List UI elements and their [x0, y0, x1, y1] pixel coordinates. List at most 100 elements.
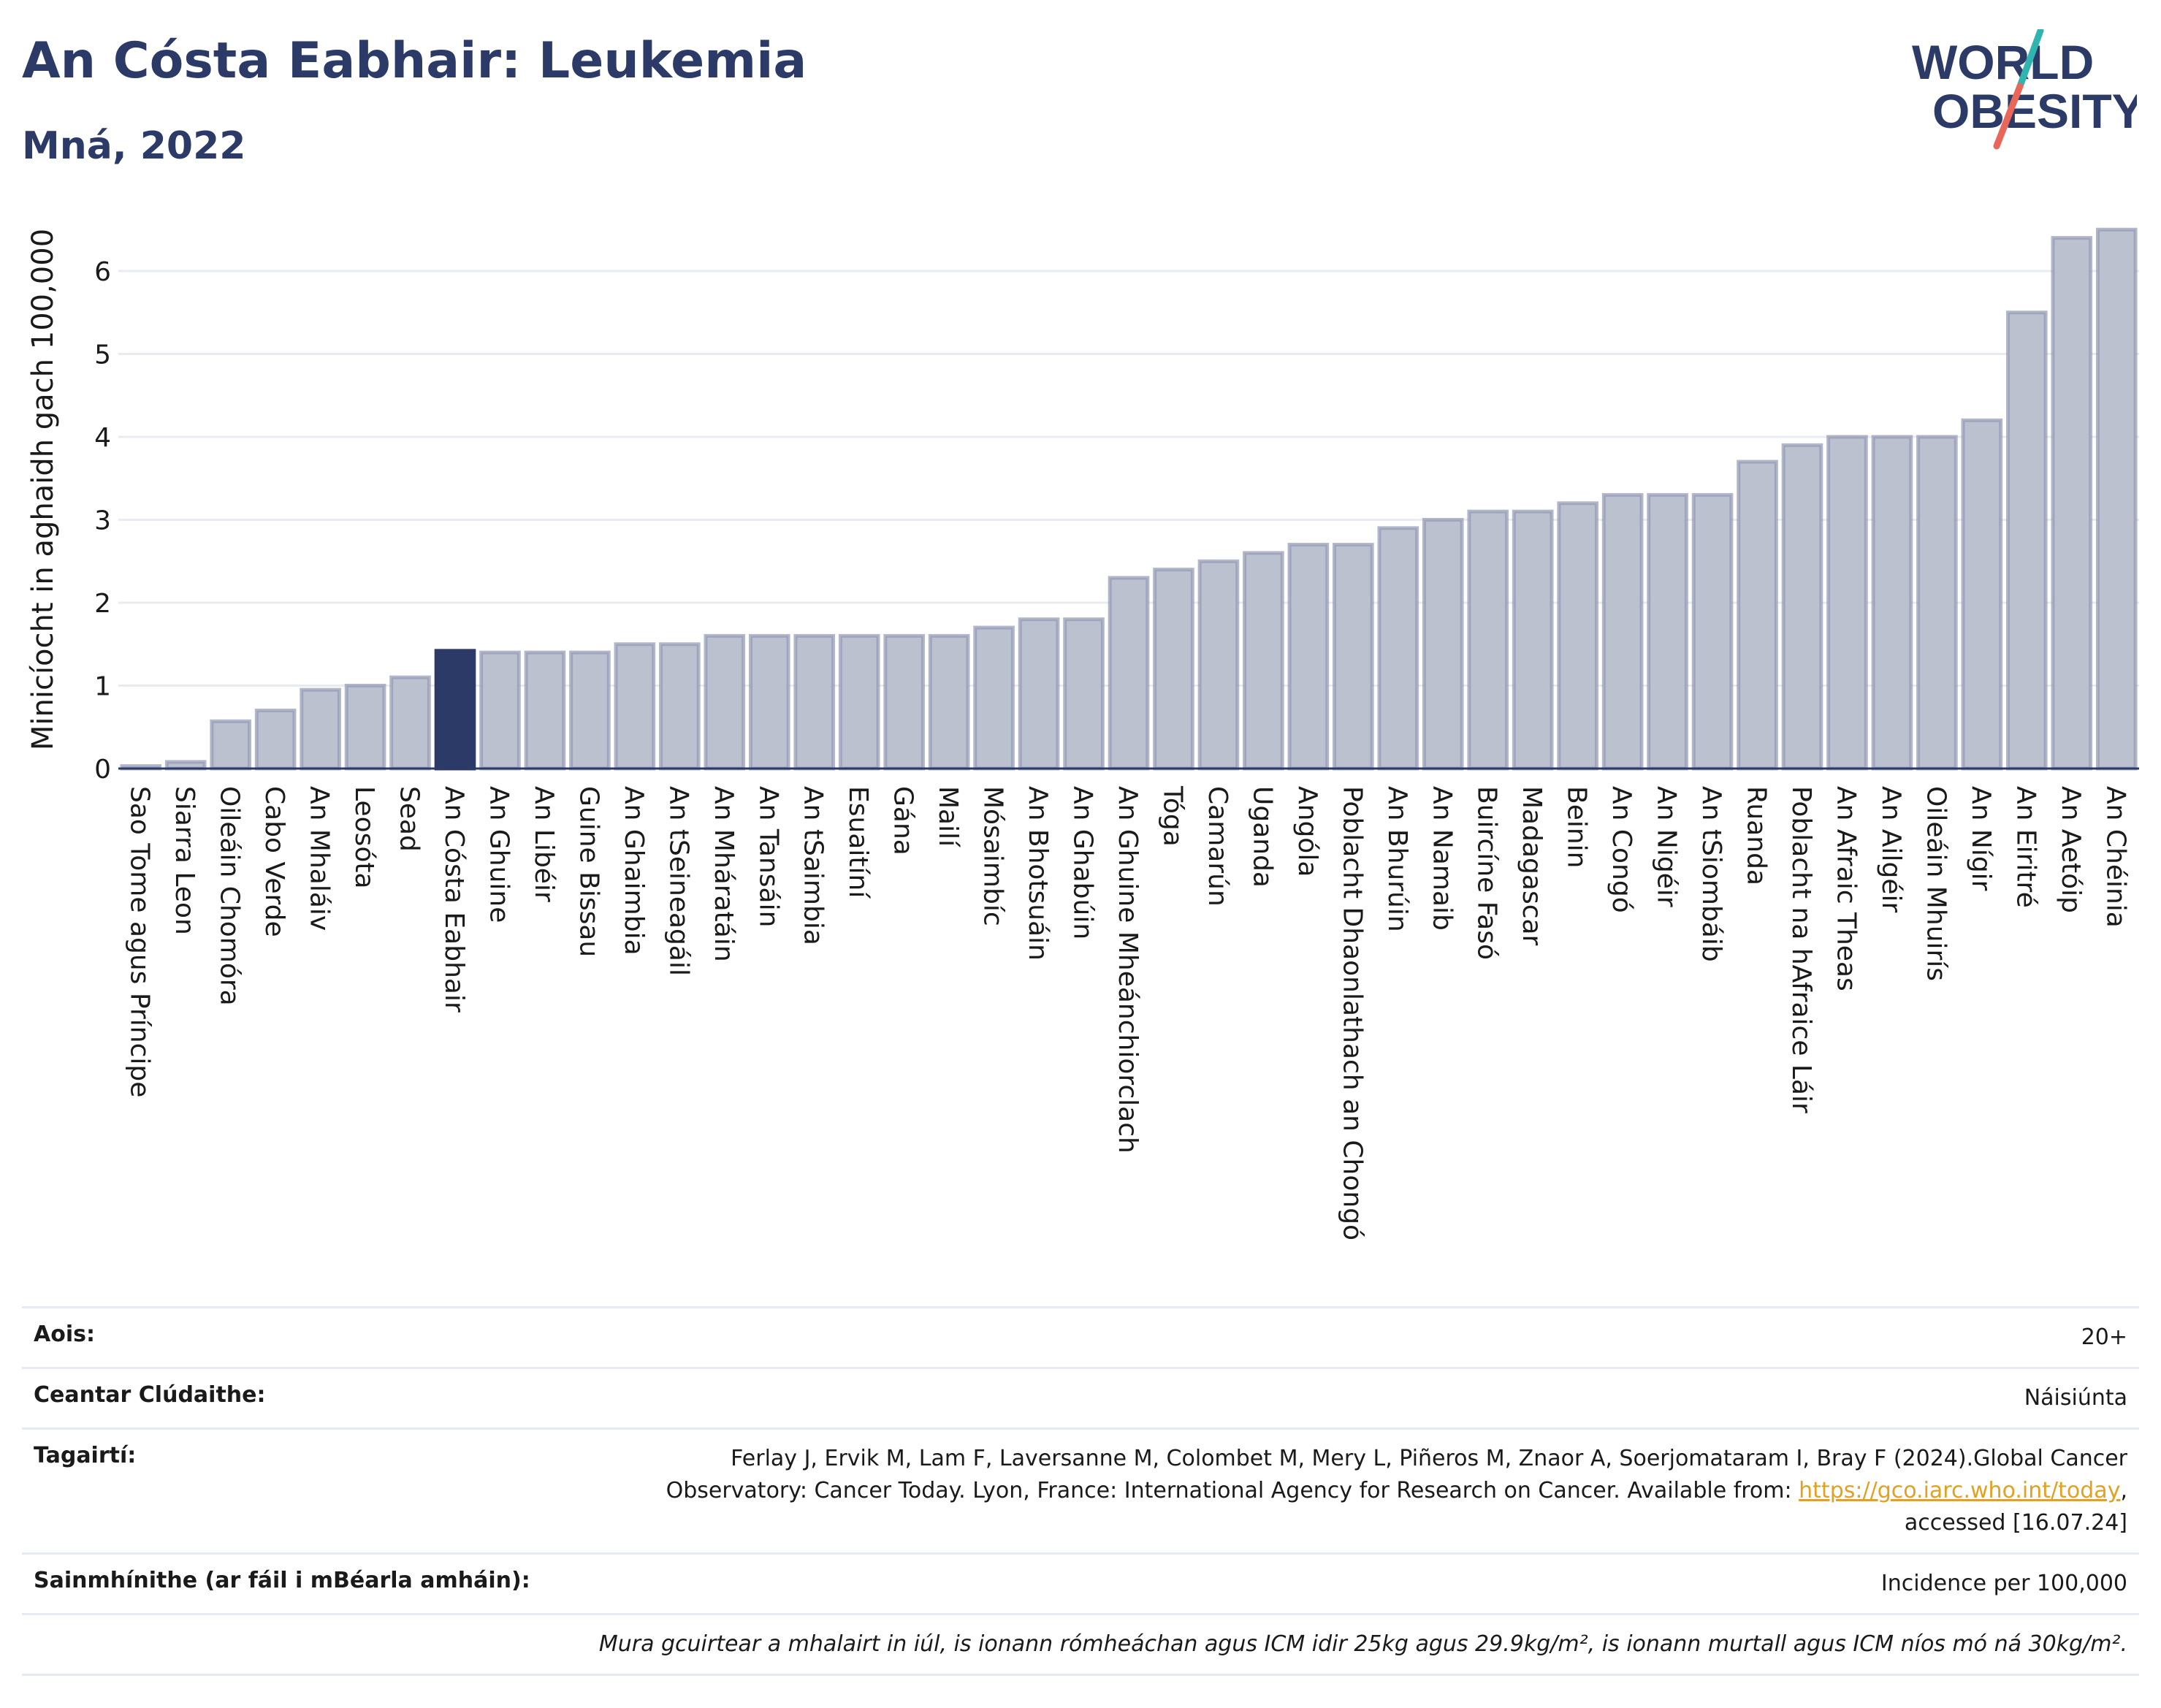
x-tick-label: Beinin	[1562, 786, 1592, 868]
bar-chart: 0 1 2 3 4 5 6 Sao Tome agus Príncipe Siarra Leon…	[26, 227, 2139, 1240]
info-row-note: Mura gcuirtear a mhalairt in iúl, is ion…	[22, 1613, 2139, 1676]
x-tick-label: Esuaitíní	[843, 786, 873, 899]
bar	[1916, 435, 1958, 771]
bar	[928, 633, 970, 771]
x-tick-label: Guine Bissau	[573, 786, 603, 957]
bar	[1781, 443, 1823, 771]
bar	[1108, 576, 1150, 771]
x-tick-label: Gána	[888, 786, 918, 855]
bar	[300, 687, 341, 771]
bar	[973, 625, 1015, 771]
x-tick-label: Tóga	[1157, 785, 1187, 847]
chart-subtitle: Mná, 2022	[22, 124, 246, 168]
bar	[524, 650, 566, 771]
bar	[1063, 617, 1105, 771]
x-tick-label: Oileáin Chomóra	[215, 786, 245, 1006]
x-tick-label: Siarra Leon	[169, 786, 199, 935]
bar	[1243, 551, 1284, 771]
bar	[659, 642, 701, 771]
info-value-area: Náisiúnta	[2024, 1385, 2127, 1411]
bar	[748, 633, 790, 771]
x-tick-label: An Mhaláiv	[305, 786, 335, 931]
x-tick-label: An Tansáin	[753, 786, 783, 927]
bar	[883, 633, 925, 771]
reference-text-2: Observatory: Cancer Today. Lyon, France:…	[666, 1478, 1799, 1503]
bar-highlighted	[434, 649, 476, 771]
x-tick-label: Poblacht na hAfraice Láir	[1786, 786, 1816, 1113]
x-tick-label: An Aetóip	[2056, 786, 2086, 913]
info-label-age: Aois:	[34, 1322, 95, 1347]
x-tick-label: An Ghabúin	[1068, 786, 1098, 939]
x-tick-label: Sead	[395, 786, 424, 852]
x-tick-label: Sao Tome agus Príncipe	[125, 786, 155, 1097]
bar	[479, 650, 521, 771]
bar	[1961, 418, 2003, 771]
info-row-age: Aois: 20+	[22, 1306, 2139, 1367]
x-tick-label: Mailí	[933, 786, 963, 847]
y-tick-label: 0	[94, 755, 111, 785]
bar	[1018, 617, 1060, 771]
x-tick-label: An Bhotsuáin	[1023, 786, 1053, 961]
info-value-references: Ferlay J, Ervik M, Lam F, Laversanne M, …	[22, 1430, 2139, 1539]
info-label-definitions: Sainmhínithe (ar fáil i mBéarla amháin):	[34, 1568, 530, 1593]
info-label-area: Ceantar Clúdaithe:	[34, 1382, 266, 1408]
x-tick-label: An Nigéir	[1652, 786, 1682, 907]
x-tick-label: An Congó	[1607, 786, 1636, 913]
bar	[1512, 509, 1554, 771]
y-tick-label: 6	[94, 257, 111, 287]
y-tick-label: 4	[94, 423, 111, 453]
info-table: Aois: 20+ Ceantar Clúdaithe: Náisiúnta T…	[22, 1306, 2139, 1676]
reference-link[interactable]: https://gco.iarc.who.int/today	[1799, 1478, 2121, 1503]
logo-line-2: OBESITY	[1932, 84, 2137, 138]
x-tick-label: Oileáin Mhuirís	[1921, 786, 1951, 981]
x-tick-label: An Ghuine Mheánchiorclach	[1113, 786, 1143, 1154]
x-tick-label: Buircíne Fasó	[1472, 786, 1502, 960]
x-tick-label: An Afraic Theas	[1831, 786, 1861, 991]
bar	[2006, 310, 2048, 771]
x-tick-label: An Eiritré	[2011, 786, 2040, 908]
bar	[1287, 543, 1330, 771]
bar	[2051, 236, 2093, 771]
x-tick-label: An Bhurúin	[1382, 786, 1412, 932]
bar	[1557, 501, 1598, 771]
y-tick-label: 1	[94, 672, 111, 702]
x-tick-label: Ruanda	[1742, 786, 1772, 885]
x-tick-label: Leosóta	[349, 786, 379, 889]
x-tick-label: An Mháratáin	[709, 786, 739, 962]
bar	[1826, 435, 1868, 771]
bar	[1691, 492, 1734, 771]
x-tick-label: Cabo Verde	[259, 786, 289, 937]
tick-labels: 0 1 2 3 4 5 6 Sao Tome agus Príncipe Siarra Leon…	[94, 257, 2130, 1240]
world-obesity-logo: WORLD OBESITY	[1912, 29, 2137, 150]
x-tick-label: Madagascar	[1517, 786, 1547, 946]
bar	[614, 642, 656, 771]
x-tick-label: Camarún	[1203, 786, 1232, 907]
x-tick-label: An Ghuine	[484, 786, 514, 923]
info-label-references: Tagairtí:	[34, 1443, 137, 1468]
y-axis-label: Minicíocht in aghaidh gach 100,000	[26, 229, 60, 750]
info-value-definitions: Incidence per 100,000	[1880, 1571, 2127, 1596]
x-tick-label: Mósaimbíc	[978, 786, 1008, 926]
y-tick-label: 5	[94, 340, 111, 370]
x-tick-label: An Namaib	[1427, 786, 1457, 931]
y-tick-label: 3	[94, 506, 111, 536]
bar	[1197, 559, 1240, 771]
bar	[1333, 543, 1374, 771]
x-tick-label: An tSiombáib	[1696, 786, 1726, 962]
bar	[1647, 492, 1688, 771]
x-tick-label: An Ailgéir	[1876, 786, 1906, 913]
x-tick-label: An Nígir	[1966, 786, 1996, 891]
bar	[1467, 509, 1509, 771]
chart-title: An Cósta Eabhair: Leukemia	[22, 32, 807, 90]
reference-line-2: Observatory: Cancer Today. Lyon, France:…	[22, 1475, 2127, 1507]
bar	[1153, 568, 1194, 771]
logo-slash-teal	[2016, 29, 2044, 90]
x-tick-label: An Libéir	[529, 786, 559, 902]
bar	[254, 709, 297, 771]
x-tick-label: An Chéinia	[2100, 786, 2130, 928]
x-tick-label: Angóla	[1292, 786, 1322, 877]
bar	[344, 684, 386, 771]
x-tick-label: An Ghaimbia	[619, 786, 649, 956]
bar	[210, 719, 251, 771]
bar	[1422, 518, 1464, 771]
